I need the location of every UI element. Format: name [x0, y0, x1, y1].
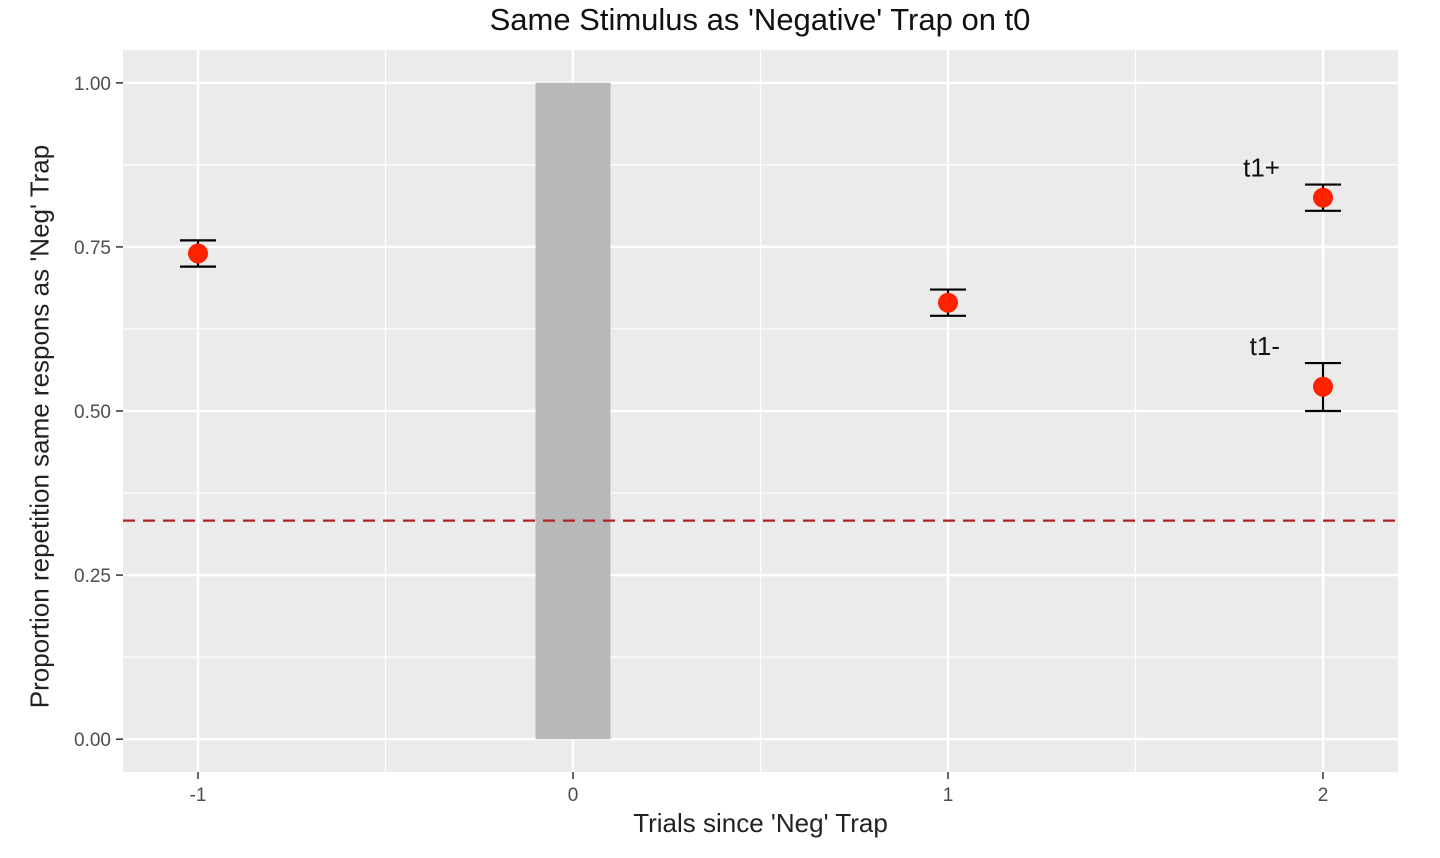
- y-axis-title: Proportion repetition same respons as 'N…: [24, 144, 55, 709]
- point-annotation: t1+: [1243, 153, 1280, 183]
- grid-lines: [123, 50, 1398, 772]
- y-tick-label: 0.75: [74, 238, 111, 259]
- data-point: [1313, 376, 1333, 397]
- axis-ticks: -1 0 1 2 0.00 0.25 0.50 0.75 1.00: [74, 74, 1328, 806]
- data-point-group: [180, 239, 216, 268]
- data-point: [188, 243, 208, 264]
- x-tick-label: 1: [943, 785, 954, 806]
- shaded-region: [535, 82, 611, 740]
- x-tick-label: 2: [1318, 785, 1329, 806]
- x-tick-label: -1: [190, 785, 207, 806]
- data-marks: t1+ t1-: [180, 153, 1341, 413]
- y-tick-label: 0.25: [74, 566, 111, 587]
- data-point: [1313, 187, 1333, 208]
- y-tick-label: 0.00: [74, 730, 111, 751]
- data-point-group: [930, 288, 966, 317]
- y-tick-label: 0.50: [74, 402, 111, 423]
- data-point: [938, 292, 958, 313]
- y-tick-label: 1.00: [74, 74, 111, 95]
- data-point-group: t1+: [1243, 153, 1341, 212]
- x-tick-label: 0: [568, 785, 579, 806]
- point-annotation: t1-: [1250, 331, 1280, 361]
- chart-title: Same Stimulus as 'Negative' Trap on t0: [489, 2, 1031, 37]
- shaded-region-group: [535, 82, 611, 740]
- data-point-group: t1-: [1250, 331, 1341, 413]
- x-axis-title: Trials since 'Neg' Trap: [633, 808, 888, 838]
